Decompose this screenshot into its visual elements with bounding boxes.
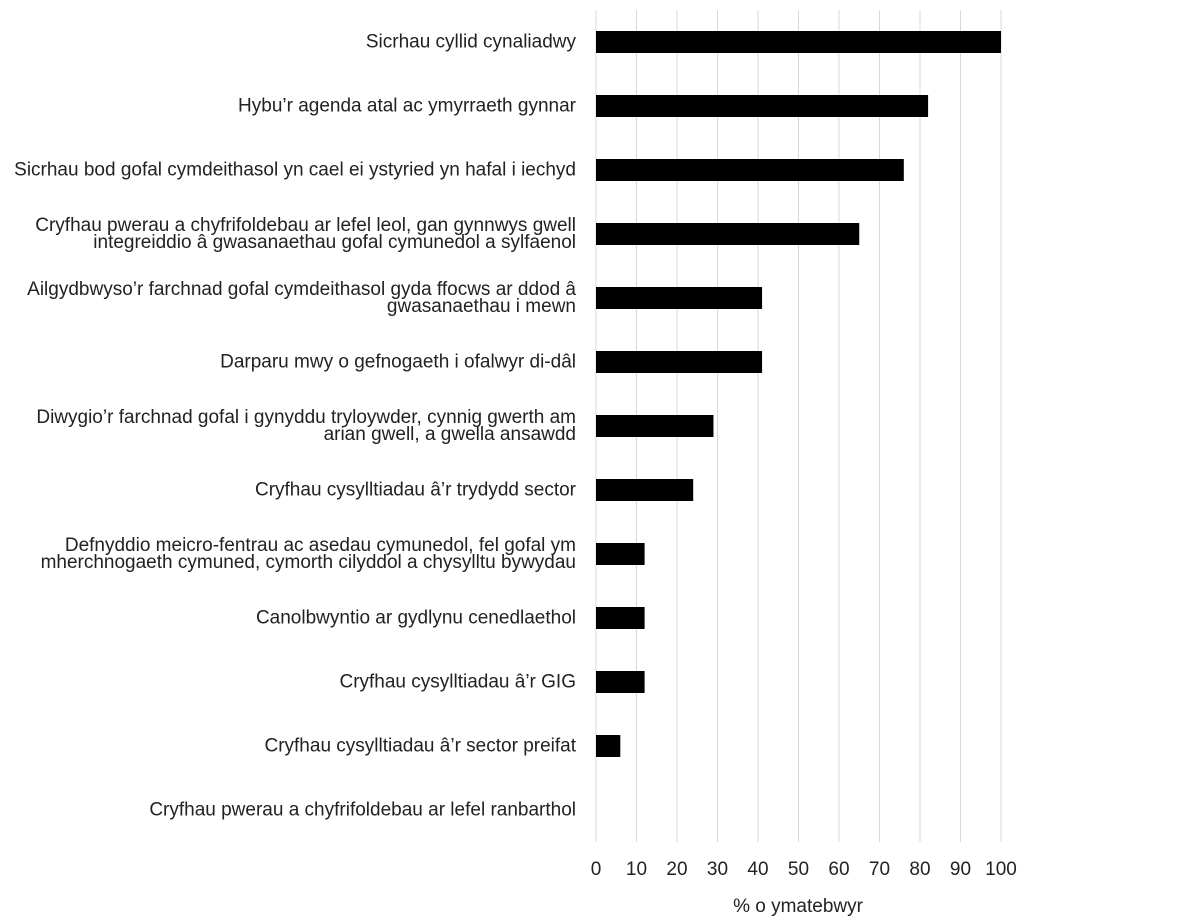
bar [596, 95, 929, 117]
y-tick-label: Cryfhau cysylltiadau â’r trydydd sector [254, 479, 576, 501]
bar [596, 223, 860, 245]
x-tick-label: 100 [985, 859, 1017, 880]
bar [596, 607, 645, 629]
x-tick-label: 30 [707, 859, 728, 880]
y-tick-label: Cryfhau cysylltiadau â’r sector preifat [264, 735, 576, 757]
x-tick-label: 70 [869, 859, 890, 880]
x-tick-label: 50 [788, 859, 809, 880]
bar [596, 543, 645, 565]
y-tick-label: Cryfhau cysylltiadau â’r GIG [339, 671, 576, 693]
bar [596, 287, 763, 309]
y-tick-label: Sicrhau bod gofal cymdeithasol yn cael e… [14, 159, 576, 181]
x-tick-label: 40 [747, 859, 768, 880]
bar [596, 735, 621, 757]
bar [596, 159, 904, 181]
y-tick-label: Canolbwyntio ar gydlynu cenedlaethol [255, 607, 576, 629]
y-tick-label: Hybu’r agenda atal ac ymyrraeth gynnar [238, 95, 576, 117]
y-tick-label: Sicrhau cyllid cynaliadwy [365, 31, 576, 53]
bar [596, 479, 694, 501]
x-tick-label: 90 [950, 859, 971, 880]
bar [596, 351, 763, 373]
y-tick-label: Ailgydbwyso’r farchnad gofal cymdeithaso… [27, 279, 576, 317]
x-tick-label: 10 [626, 859, 647, 880]
x-tick-label: 20 [666, 859, 687, 880]
x-tick-label: 0 [591, 859, 602, 880]
bar [596, 415, 714, 437]
y-tick-label: Cryfhau pwerau a chyfrifoldebau ar lefel… [35, 215, 576, 253]
y-tick-label: Cryfhau pwerau a chyfrifoldebau ar lefel… [149, 799, 576, 821]
y-tick-label: Defnyddio meicro-fentrau ac asedau cymun… [40, 535, 576, 573]
y-tick-label: Darparu mwy o gefnogaeth i ofalwyr di-dâ… [220, 351, 576, 373]
x-axis-title: % o ymatebwyr [733, 896, 864, 917]
x-tick-label: 80 [909, 859, 930, 880]
bar [596, 31, 1001, 53]
bar [596, 671, 645, 693]
y-tick-label: Diwygio’r farchnad gofal i gynyddu trylo… [36, 407, 576, 445]
x-tick-label: 60 [828, 859, 849, 880]
